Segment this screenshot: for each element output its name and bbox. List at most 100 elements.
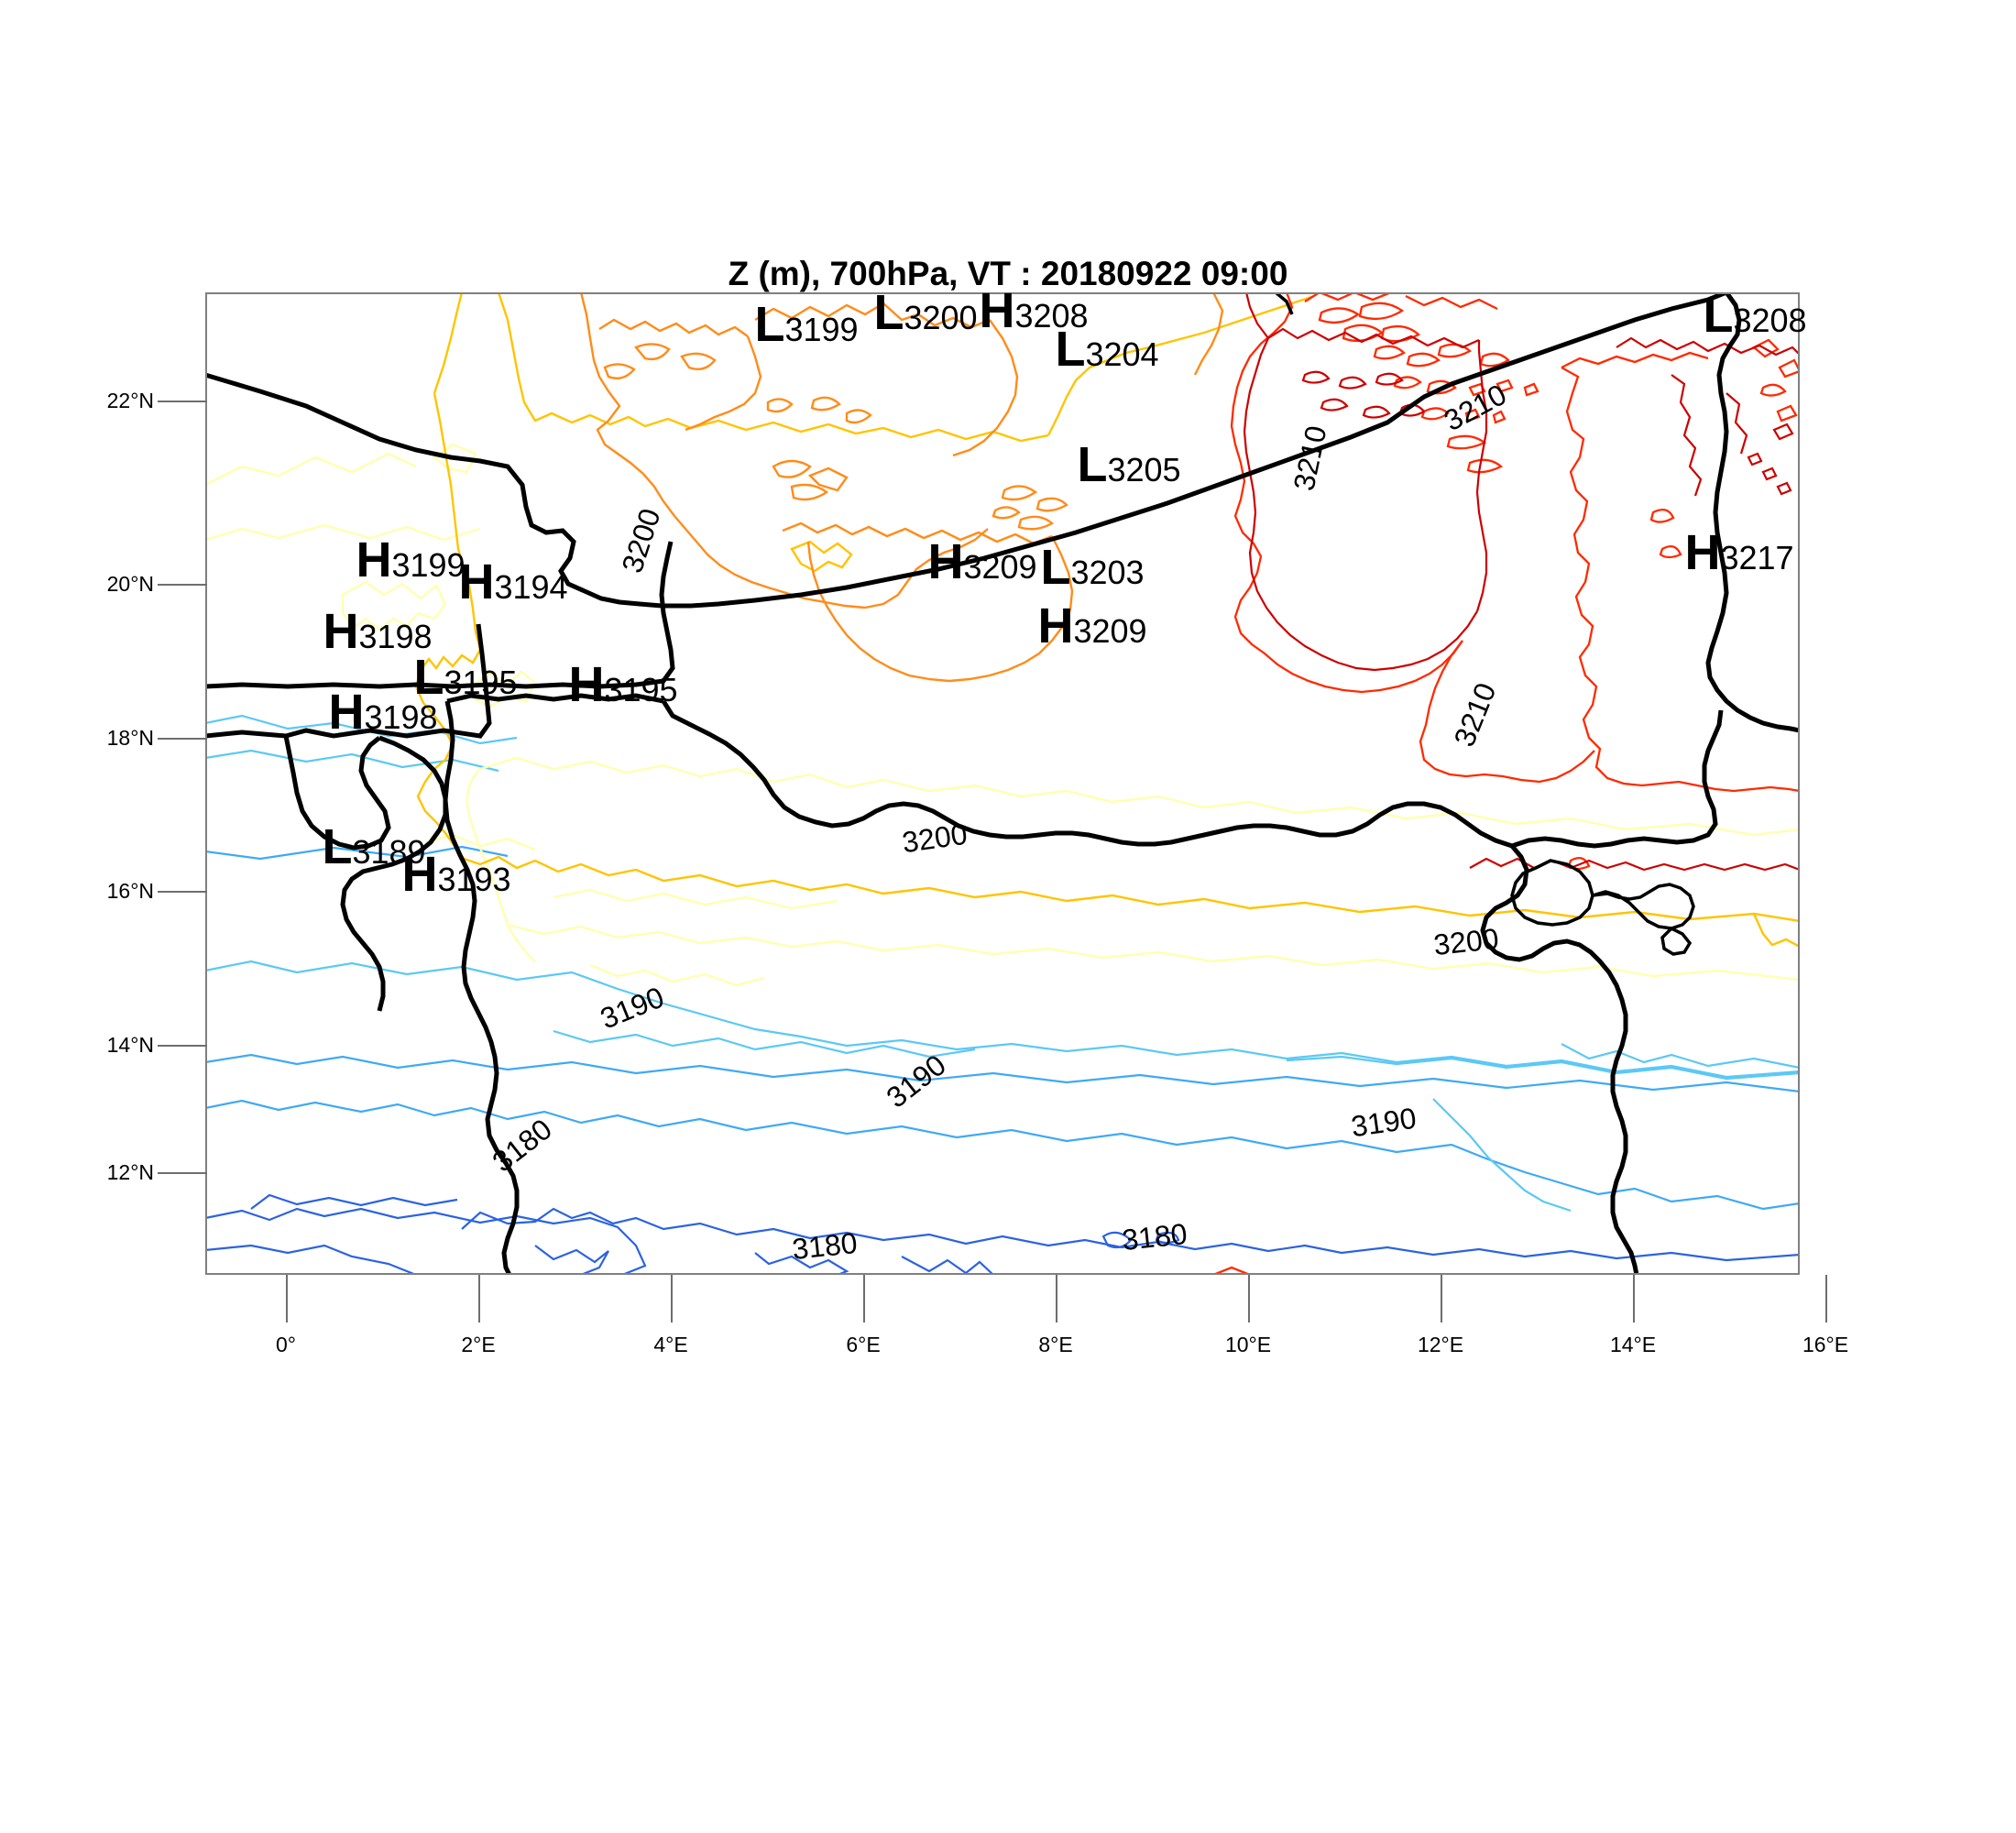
contour-3205-c bbox=[864, 528, 989, 609]
xtick-label-6: 12°E bbox=[1417, 1333, 1464, 1356]
contour-3180-sub3 bbox=[901, 1256, 994, 1275]
extremum-value: 3203 bbox=[1070, 554, 1145, 591]
contour-3200-q bbox=[790, 540, 853, 573]
contours-3215-group bbox=[1243, 292, 1800, 872]
contour-3200-n bbox=[497, 292, 526, 403]
border-benin-nigeria bbox=[285, 623, 492, 739]
xtick-6 bbox=[1441, 1275, 1442, 1323]
contour-3195-f bbox=[466, 768, 536, 962]
ytick-label-0: 22°N bbox=[106, 389, 154, 412]
extremum-marker-h: H3208 bbox=[979, 286, 1088, 335]
border-nigeria-north bbox=[205, 730, 287, 739]
extremum-type: H bbox=[927, 534, 964, 589]
contour-3180-sub1 bbox=[534, 1245, 609, 1275]
contour-3195-e bbox=[469, 670, 537, 708]
contour-3195-c bbox=[341, 580, 447, 631]
contour-3205-p bbox=[806, 541, 930, 681]
border-niger-south bbox=[205, 541, 675, 689]
border-nigeria-north2 bbox=[446, 693, 664, 704]
lake-chad-arm bbox=[1592, 883, 1695, 930]
border-nigeria-mid bbox=[340, 735, 448, 1012]
ytick-4 bbox=[158, 1045, 207, 1047]
extremum-marker-l: L3205 bbox=[1077, 440, 1181, 489]
contour-3210-dot1 bbox=[1751, 338, 1780, 358]
contour-3205-g bbox=[680, 352, 717, 370]
extremum-marker-l: L3203 bbox=[1040, 543, 1145, 592]
extremum-type: H bbox=[401, 847, 438, 902]
contour-3200-y bbox=[463, 855, 1800, 923]
contour-3190-e bbox=[1286, 1055, 1800, 1081]
extremum-type: L bbox=[1077, 437, 1108, 492]
contour-3205-blobs bbox=[766, 396, 872, 424]
border-algeria-mali-niger bbox=[205, 292, 1727, 609]
contour-3210-south bbox=[1419, 640, 1595, 784]
contour-label: 3180 bbox=[1120, 1216, 1189, 1257]
xtick-label-0: 0° bbox=[276, 1333, 296, 1356]
contour-3180-blob bbox=[1101, 1231, 1133, 1249]
contour-3210-small1 bbox=[1649, 508, 1675, 523]
page-title: Z (m), 700hPa, VT : 20180922 09:00 bbox=[728, 255, 1288, 292]
contour-3180-blob2 bbox=[1155, 1231, 1180, 1245]
contour-3205-big bbox=[782, 521, 1053, 545]
contour-3205-a bbox=[579, 292, 610, 392]
contour-3215-main bbox=[1267, 327, 1480, 349]
border-nigeria-cameroon bbox=[443, 700, 520, 1275]
contour-3215-dots2 bbox=[1747, 452, 1792, 496]
contour-3200-z bbox=[1752, 913, 1800, 949]
contour-3205-e bbox=[685, 335, 762, 432]
internal-lake-borders bbox=[1274, 292, 1695, 956]
extremum-marker-h: H3198 bbox=[323, 607, 432, 656]
contour-3200-w2 bbox=[433, 392, 477, 632]
lake-chad-small bbox=[1660, 926, 1693, 956]
extremum-marker-l: L3189 bbox=[322, 822, 425, 872]
extremum-type: H bbox=[323, 604, 359, 659]
xtick-label-3: 6°E bbox=[846, 1333, 881, 1356]
xtick-7 bbox=[1633, 1275, 1635, 1323]
extremum-value: 3195 bbox=[444, 664, 518, 701]
extremum-type: L bbox=[322, 819, 353, 874]
contour-3210-dot2 bbox=[1778, 358, 1800, 379]
contour-3210-n4 bbox=[1342, 324, 1384, 343]
extremum-type: L bbox=[873, 285, 904, 340]
xtick-0 bbox=[286, 1275, 288, 1323]
extremum-value: 3208 bbox=[1733, 302, 1807, 339]
extremum-value: 3198 bbox=[364, 698, 438, 736]
contour-3205-d bbox=[598, 318, 749, 337]
contours-3185-group bbox=[205, 845, 1800, 1211]
contour-3210-n3 bbox=[1358, 302, 1405, 321]
extremum-value: 3205 bbox=[1107, 451, 1181, 488]
extremum-type: L bbox=[1055, 322, 1086, 377]
contour-3195-main bbox=[479, 756, 1800, 837]
xtick-label-5: 10°E bbox=[1224, 1333, 1272, 1356]
contour-3185-c bbox=[205, 845, 509, 861]
contour-3205-isles bbox=[992, 485, 1068, 531]
extremum-marker-h: H3194 bbox=[458, 557, 568, 607]
contour-3215-isles bbox=[1301, 370, 1426, 419]
extremum-type: L bbox=[413, 650, 444, 705]
ytick-2 bbox=[158, 738, 207, 740]
extremum-marker-l: L3199 bbox=[754, 300, 858, 349]
xtick-2 bbox=[671, 1275, 673, 1323]
extremum-marker-h: H3217 bbox=[1684, 528, 1793, 577]
xtick-8 bbox=[1825, 1275, 1827, 1323]
xtick-1 bbox=[478, 1275, 480, 1323]
extremum-type: H bbox=[568, 657, 605, 712]
country-borders-group bbox=[205, 292, 1800, 1275]
extremum-value: 3194 bbox=[494, 568, 568, 606]
contour-3205-f bbox=[634, 343, 671, 361]
ytick-3 bbox=[158, 891, 207, 893]
extremum-value: 3193 bbox=[437, 861, 511, 898]
extremum-value: 3209 bbox=[1073, 612, 1147, 650]
extremum-marker-h: H3209 bbox=[927, 537, 1036, 587]
xtick-5 bbox=[1248, 1275, 1250, 1323]
contour-3215-dot bbox=[1772, 423, 1794, 441]
contour-label: 3180 bbox=[790, 1225, 860, 1267]
xtick-label-4: 8°E bbox=[1038, 1333, 1073, 1356]
border-cameroon-chad-north bbox=[1511, 709, 1724, 849]
contour-3215-east1 bbox=[1616, 336, 1800, 357]
extremum-type: H bbox=[979, 283, 1015, 338]
border-chad-libya bbox=[1705, 292, 1800, 733]
extremum-marker-h: H3193 bbox=[401, 850, 511, 899]
contour-3205-i bbox=[754, 302, 884, 322]
